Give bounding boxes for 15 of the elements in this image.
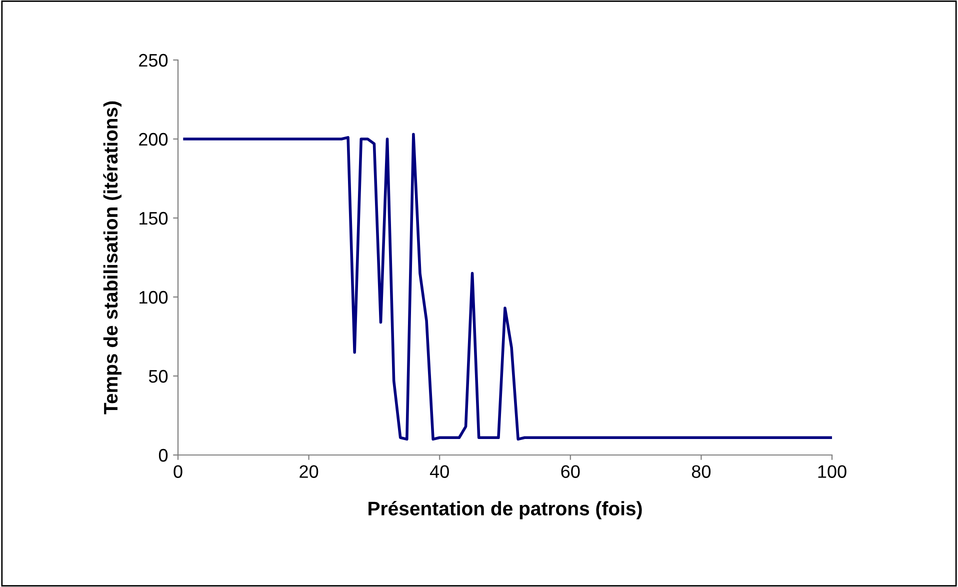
x-tick-label: 40	[430, 465, 449, 478]
x-tick-label: 20	[300, 465, 318, 478]
x-tick-label: 60	[561, 465, 580, 478]
y-tick-label: 100	[140, 290, 168, 304]
x-tick-label: 100	[818, 465, 846, 478]
y-tick-label: 0	[158, 448, 168, 462]
y-tick-label: 150	[140, 212, 168, 225]
x-tick-label: 0	[174, 465, 182, 478]
x-axis-title: Présentation de patrons (fois)	[368, 501, 642, 520]
line-series	[183, 132, 832, 441]
x-tick-label: 80	[692, 465, 711, 478]
y-tick-label: 200	[139, 132, 168, 146]
y-tick-label: 50	[148, 370, 168, 383]
y-tick-label: 250	[139, 54, 168, 67]
y-axis-title: Temps de stabilisation (itérations)	[103, 101, 122, 414]
